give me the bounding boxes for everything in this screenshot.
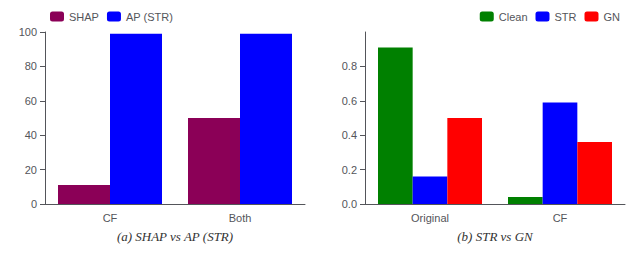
- svg-text:60: 60: [25, 95, 37, 107]
- svg-text:100: 100: [19, 26, 37, 38]
- svg-text:(a) SHAP vs AP (STR): (a) SHAP vs AP (STR): [117, 229, 233, 244]
- svg-text:(b) STR vs GN: (b) STR vs GN: [457, 229, 534, 244]
- svg-text:CF: CF: [103, 212, 118, 224]
- svg-text:0.8: 0.8: [342, 60, 357, 72]
- svg-text:STR: STR: [555, 11, 577, 23]
- svg-text:0.0: 0.0: [342, 198, 357, 210]
- svg-text:0: 0: [31, 198, 37, 210]
- svg-text:AP (STR): AP (STR): [126, 11, 173, 23]
- svg-text:CF: CF: [553, 212, 568, 224]
- svg-text:0.6: 0.6: [342, 95, 357, 107]
- svg-text:40: 40: [25, 129, 37, 141]
- svg-text:Original: Original: [411, 212, 449, 224]
- svg-text:SHAP: SHAP: [69, 11, 99, 23]
- svg-text:GN: GN: [604, 11, 621, 23]
- svg-text:Clean: Clean: [499, 11, 528, 23]
- svg-text:0.4: 0.4: [342, 129, 357, 141]
- svg-text:0.2: 0.2: [342, 164, 357, 176]
- svg-text:Both: Both: [229, 212, 252, 224]
- svg-text:80: 80: [25, 60, 37, 72]
- svg-text:20: 20: [25, 164, 37, 176]
